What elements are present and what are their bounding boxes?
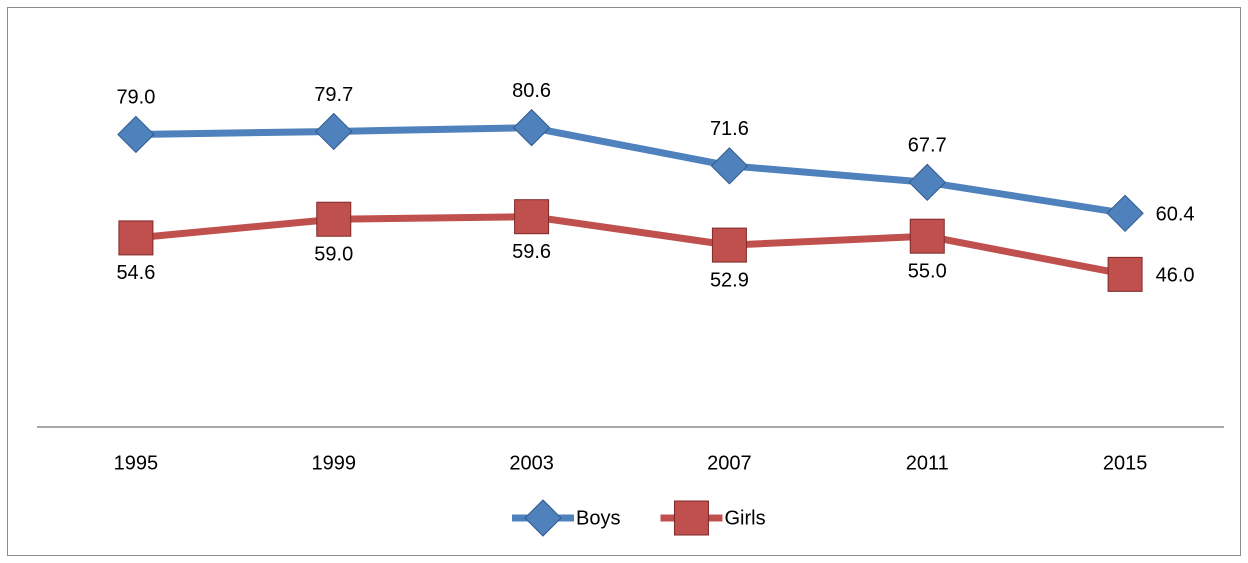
data-point [909,218,945,254]
data-label: 60.4 [1156,204,1195,226]
x-tick-label: 1999 [312,452,357,474]
legend-label: Girls [724,507,765,529]
data-point [711,227,747,263]
data-label: 52.9 [710,269,749,291]
data-label: 79.0 [116,87,155,109]
x-tick-label: 1995 [114,452,159,474]
data-label: 54.6 [116,262,155,284]
data-point [710,147,749,185]
data-label: 71.6 [710,118,749,140]
data-label: 79.7 [314,84,353,106]
data-point [908,163,946,202]
x-tick-label: 2015 [1103,452,1148,474]
data-point [117,115,155,154]
chart-border [7,7,1241,556]
data-point [1106,194,1144,233]
data-label: 80.6 [512,80,551,102]
data-label: 55.0 [908,260,947,282]
legend-marker [673,500,709,536]
legend-label: Boys [576,507,620,529]
legend-marker [524,499,562,537]
data-point [514,199,550,235]
series-line [135,213,1126,278]
data-label: 59.6 [512,241,551,263]
data-label: 59.0 [314,244,353,266]
data-label: 46.0 [1156,265,1195,287]
data-point [118,220,154,256]
series-line [135,124,1126,217]
data-point [1107,256,1143,292]
data-point [316,201,352,237]
data-point [512,108,551,147]
data-point [315,112,353,151]
x-tick-label: 2003 [509,452,554,474]
x-tick-label: 2007 [707,452,752,474]
data-label: 67.7 [908,135,947,157]
x-tick-label: 2011 [906,452,949,474]
